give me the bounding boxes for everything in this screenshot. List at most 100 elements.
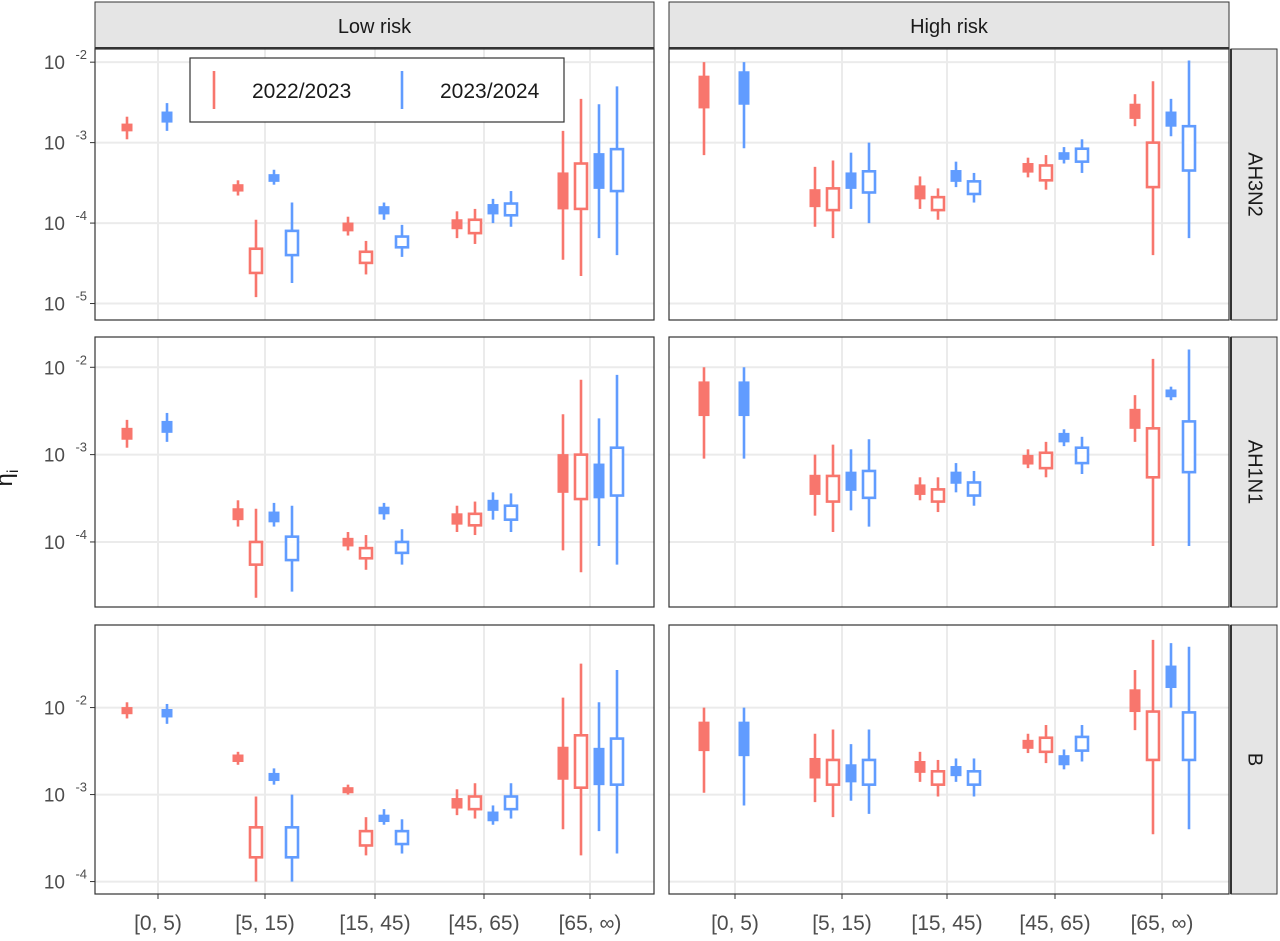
box-open-2022-2023 [358,817,374,856]
box-body [914,484,926,495]
x-tick-label: [0, 5) [134,912,182,935]
box-open-2023-2024 [1074,139,1090,173]
box-filled-2022-2023 [342,532,354,551]
box-body [161,709,173,718]
box-filled-2022-2023 [121,116,133,140]
legend-box [189,57,565,123]
box-open-2022-2023 [930,477,946,513]
box-body [609,446,625,497]
box-body [467,218,483,235]
box-filled-2022-2023 [698,707,710,793]
box-open-2023-2024 [1074,725,1090,762]
box-body [451,513,463,525]
box-open-2023-2024 [394,819,410,854]
box-filled-2023-2024 [950,161,962,188]
box-body [825,758,841,786]
box-body [487,204,499,215]
box-body [698,75,710,109]
box-filled-2022-2023 [914,751,926,782]
box-body [930,488,946,503]
box-filled-2022-2023 [698,367,710,459]
box-body [698,721,710,752]
box-filled-2022-2023 [809,166,821,227]
box-filled-2022-2023 [232,751,244,765]
box-body [268,174,280,182]
box-body [861,758,877,786]
box-filled-2022-2023 [557,130,569,260]
box-body [503,202,519,217]
box-body [503,795,519,811]
box-body [557,172,569,210]
y-tick-label: 10 [44,53,65,74]
panel-background [669,625,1229,894]
y-tick-exponent: -2 [75,47,87,62]
box-open-2023-2024 [609,374,625,565]
box-body [121,427,133,440]
box-open-2022-2023 [825,444,841,533]
box-body [738,71,750,105]
box-filled-2022-2023 [451,505,463,533]
box-open-2023-2024 [966,172,982,203]
box-body [1058,432,1070,443]
y-tick-label: 10 [44,533,65,554]
box-body [930,770,946,786]
box-body [1181,124,1197,172]
legend-label: 2022/2023 [252,80,351,103]
box-body [1074,735,1090,752]
box-open-2023-2024 [503,783,519,819]
box-body [248,247,264,275]
box-filled-2023-2024 [845,449,857,511]
box-body [914,185,926,200]
box-open-2022-2023 [825,729,841,818]
box-body [845,172,857,189]
box-filled-2023-2024 [593,418,605,546]
box-open-2022-2023 [248,796,264,882]
panel-layer [94,48,1230,895]
box-body [1145,427,1161,479]
box-body [232,754,244,762]
box-body [394,540,410,555]
box-open-2022-2023 [248,219,264,298]
box-body [358,546,374,560]
box-filled-2023-2024 [268,502,280,527]
box-body [1038,164,1054,182]
box-body [1181,420,1197,474]
box-open-2022-2023 [1038,441,1054,478]
box-body [557,454,569,493]
x-tick-label: [65, ∞) [559,912,622,935]
box-body [950,766,962,777]
box-body [467,795,483,811]
box-body [268,511,280,523]
box-filled-2022-2023 [1022,733,1034,754]
box-body [232,184,244,192]
box-body [467,512,483,527]
box-filled-2022-2023 [121,419,133,448]
box-body [1074,446,1090,465]
box-body [966,180,982,196]
panel-background [669,337,1229,607]
box-filled-2023-2024 [268,768,280,785]
box-body [593,153,605,189]
box-filled-2023-2024 [1058,429,1070,447]
box-body [966,481,982,497]
box-filled-2023-2024 [487,805,499,825]
box-open-2023-2024 [1181,646,1197,830]
box-filled-2023-2024 [378,202,390,220]
y-tick-label: 10 [44,134,65,155]
x-tick-label: [15, 45) [911,912,982,935]
panel-border [668,624,1230,895]
box-open-2022-2023 [573,663,589,856]
box-body [378,814,390,823]
box-body [1074,147,1090,163]
box-body [1058,755,1070,766]
box-filled-2023-2024 [1058,749,1070,770]
box-filled-2023-2024 [738,707,750,806]
panel-AH1N1-high-risk [668,336,1230,608]
x-tick-label: [5, 15) [812,912,872,935]
box-open-2023-2024 [1181,349,1197,546]
box-filled-2022-2023 [232,180,244,196]
box-filled-2023-2024 [378,502,390,520]
box-body [950,471,962,484]
box-filled-2023-2024 [950,758,962,782]
box-body [861,170,877,194]
